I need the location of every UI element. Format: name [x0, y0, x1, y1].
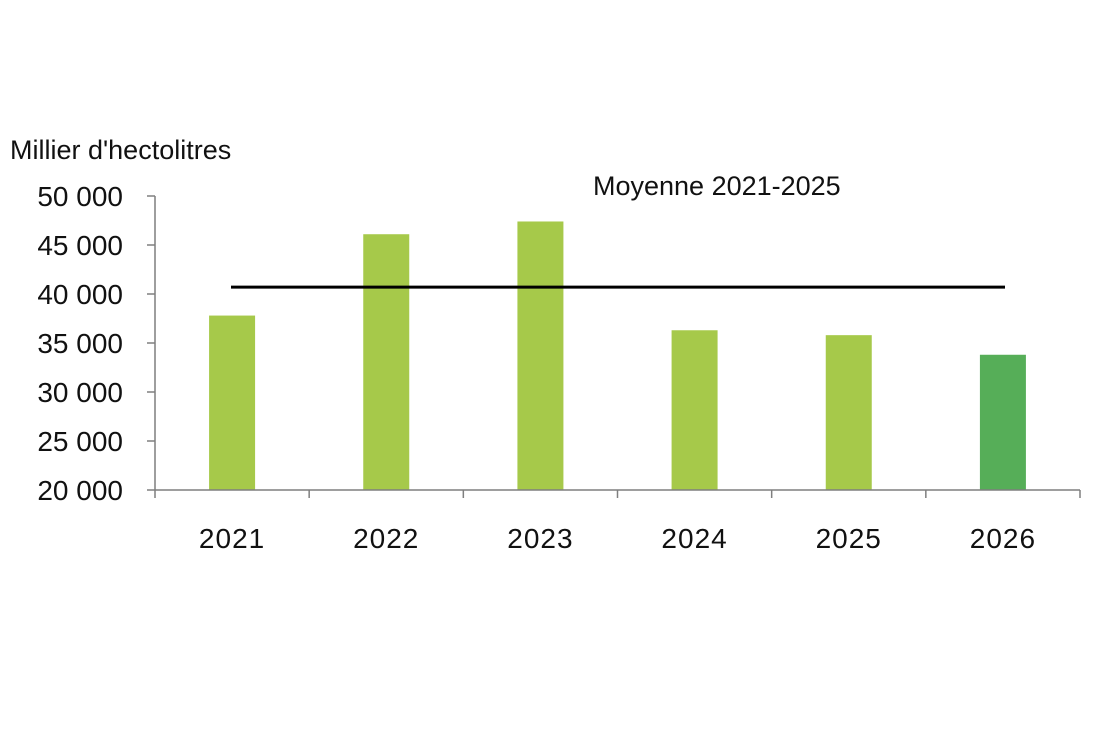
- x-tick-label: 2023: [507, 523, 573, 554]
- bar-2024: [671, 330, 718, 490]
- bar-2026: [979, 354, 1026, 490]
- y-tick-label: 25 000: [37, 426, 123, 457]
- y-tick-label: 40 000: [37, 279, 123, 310]
- y-axis-ticks: 20 000 25 000 30 000 35 000 40 000 45 000 50 0…: [37, 181, 155, 506]
- bars: [209, 221, 1026, 491]
- x-tick-label: 2022: [353, 523, 419, 554]
- y-tick-label: 30 000: [37, 377, 123, 408]
- y-axis-label: Millier d'hectolitres: [10, 135, 231, 165]
- average-line-label: Moyenne 2021-2025: [593, 171, 841, 201]
- x-tick-label: 2026: [970, 523, 1036, 554]
- y-tick-label: 50 000: [37, 181, 123, 212]
- axes: [154, 196, 1081, 498]
- bar-2022: [363, 234, 410, 490]
- bar-2025: [825, 335, 872, 490]
- bar-2023: [517, 221, 564, 491]
- x-axis-labels: 2021 2022 2023 2024 2025 2026: [199, 523, 1036, 554]
- x-tick-label: 2021: [199, 523, 265, 554]
- x-tick-label: 2024: [661, 523, 727, 554]
- y-tick-label: 20 000: [37, 475, 123, 506]
- bar-2021: [209, 315, 256, 490]
- x-tick-label: 2025: [816, 523, 882, 554]
- y-tick-label: 45 000: [37, 230, 123, 261]
- y-tick-label: 35 000: [37, 328, 123, 359]
